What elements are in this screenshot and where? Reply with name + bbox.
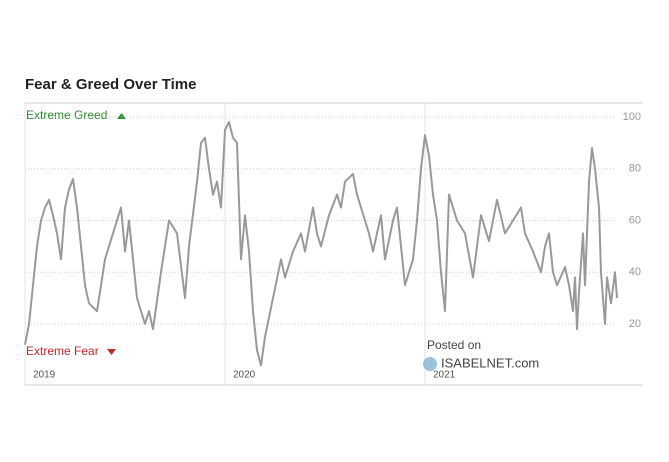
extreme-greed-label: Extreme Greed: [26, 108, 107, 122]
chart-title: Fear & Greed Over Time: [25, 76, 196, 93]
x-tick-label: 2019: [33, 370, 56, 381]
watermark-posted: Posted on: [427, 338, 481, 352]
y-tick-label: 60: [629, 214, 641, 226]
y-tick-label: 20: [629, 318, 641, 330]
y-tick-label: 80: [629, 163, 641, 175]
x-tick-label: 2021: [433, 370, 456, 381]
down-arrow: [107, 349, 116, 355]
watermark-source: ISABELNET.com: [441, 355, 539, 370]
watermark-logo: [423, 357, 437, 371]
plot: 20 40 60 80 100 2019 2020 2021: [24, 103, 641, 385]
y-tick-label: 40: [629, 266, 641, 278]
extreme-fear-label: Extreme Fear: [26, 344, 99, 358]
x-tick-label: 2020: [233, 370, 256, 381]
y-tick-label: 100: [623, 111, 641, 123]
up-arrow: [117, 113, 126, 119]
index-line: [24, 121, 618, 367]
